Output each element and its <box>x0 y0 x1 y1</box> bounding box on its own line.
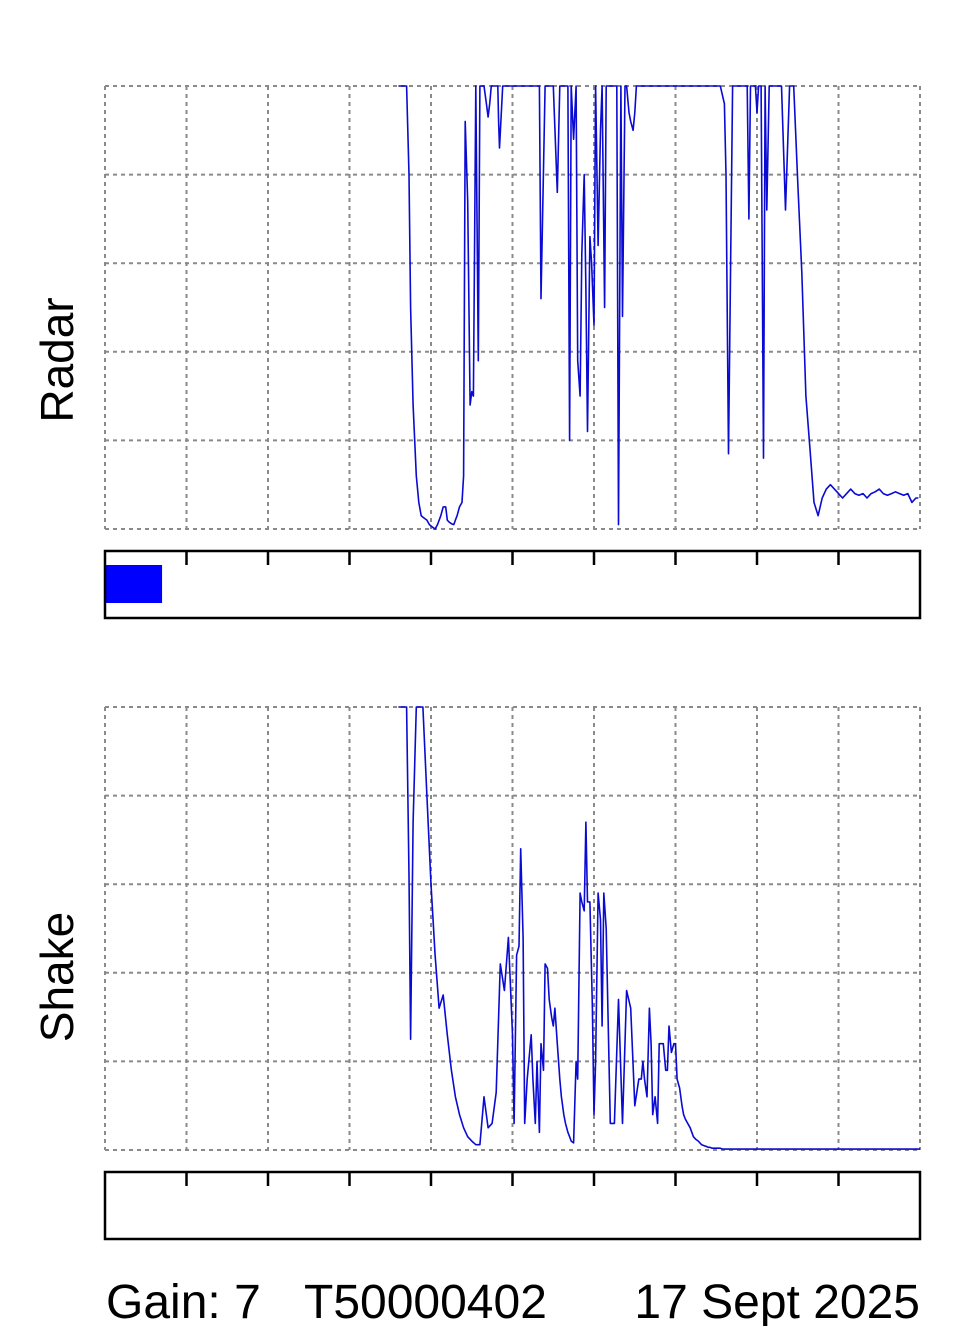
shake-axis-label: Shake <box>31 912 83 1042</box>
shake-trace-line <box>398 706 920 1150</box>
radar-indicator-strip <box>103 549 922 620</box>
radar-plot-area <box>104 85 921 530</box>
footer: Gain: 7 T50000402 17 Sept 2025 <box>106 1276 920 1326</box>
gain-label: Gain: 7 <box>106 1276 261 1326</box>
shake-plot-area <box>104 706 921 1151</box>
radar-trace-line <box>398 85 919 530</box>
radar-panel: Radar <box>31 85 922 620</box>
shake-indicator-strip <box>103 1170 922 1241</box>
record-date: 17 Sept 2025 <box>634 1276 920 1326</box>
station-id: T50000402 <box>304 1276 547 1326</box>
radar-indicator-bar <box>105 565 163 603</box>
shake-panel: Shake <box>31 706 922 1241</box>
radar-axis-label: Radar <box>31 297 83 422</box>
